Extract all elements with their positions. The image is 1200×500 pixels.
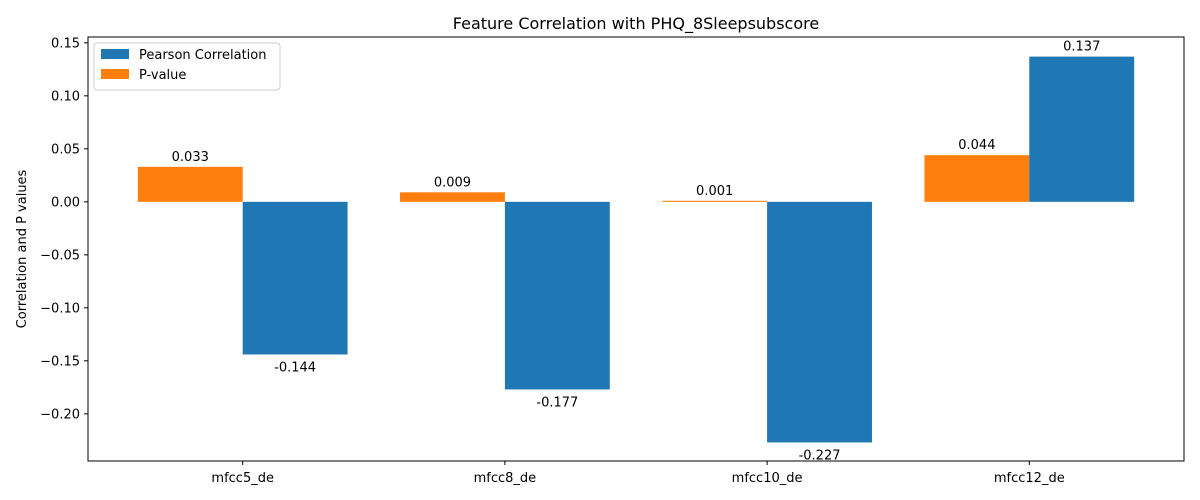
chart-title: Feature Correlation with PHQ_8Sleepsubsc… [453, 14, 819, 34]
pvalue-bar [662, 200, 768, 202]
pearson-bar [504, 201, 610, 390]
y-axis-title: Correlation and P values [15, 169, 30, 328]
pvalue-data-label: 0.009 [434, 175, 471, 190]
axes-frame [87, 36, 1185, 462]
pvalue-data-label: 0.001 [696, 184, 733, 199]
pvalue-bar [924, 155, 1030, 202]
pvalue-bar [400, 192, 505, 202]
pearson-bar [767, 201, 872, 443]
y-tick-label: −0.10 [40, 301, 80, 316]
pearson-bar [242, 201, 348, 355]
legend-label-pvalue: P-value [139, 68, 186, 83]
pearson-data-label: -0.177 [536, 395, 578, 410]
y-tick-label: −0.20 [40, 407, 80, 422]
pearson-data-label: -0.144 [274, 360, 316, 375]
pvalue-bar [137, 166, 243, 202]
legend: Pearson Correlation P-value [93, 42, 281, 91]
y-tick-label: −0.15 [40, 354, 80, 369]
legend-swatch-pearson [101, 49, 129, 59]
legend-box [93, 42, 281, 91]
y-tick-label: 0.10 [51, 89, 80, 104]
y-tick-label: −0.05 [40, 248, 80, 263]
pearson-data-label: -0.227 [799, 448, 841, 463]
legend-label-pearson: Pearson Correlation [139, 48, 266, 63]
x-tick-label: mfcc10_de [732, 471, 803, 486]
pvalue-data-label: 0.044 [958, 138, 995, 153]
y-tick-label: 0.15 [51, 36, 80, 51]
pearson-data-label: 0.137 [1063, 40, 1100, 55]
x-tick-label: mfcc8_de [474, 471, 537, 486]
pearson-bar [1029, 56, 1135, 202]
pvalue-data-label: 0.033 [172, 150, 209, 165]
plot-area: −0.20 −0.15 −0.10 −0.05 0.00 0.05 0.10 0.15 0.03… [40, 36, 1135, 486]
x-tick-label: mfcc5_de [211, 471, 274, 486]
legend-swatch-pvalue [101, 69, 129, 79]
x-tick-label: mfcc12_de [994, 471, 1065, 486]
y-tick-label: 0.05 [51, 142, 80, 157]
y-tick-label: 0.00 [51, 195, 80, 210]
